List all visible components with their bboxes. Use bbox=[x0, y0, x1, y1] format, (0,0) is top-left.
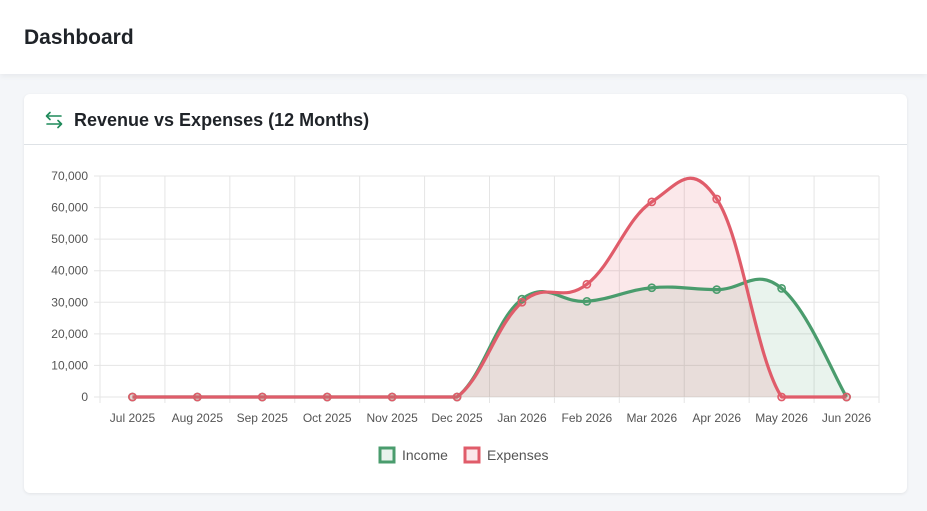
x-tick-label: Aug 2025 bbox=[172, 411, 224, 425]
page-title: Dashboard bbox=[24, 26, 134, 49]
x-tick-label: Jan 2026 bbox=[497, 411, 547, 425]
x-tick-label: Sep 2025 bbox=[237, 411, 289, 425]
income-point bbox=[712, 285, 722, 295]
expenses-point bbox=[452, 392, 462, 402]
x-tick-label: Nov 2025 bbox=[366, 411, 418, 425]
expenses-point bbox=[777, 392, 787, 402]
expenses-point bbox=[842, 392, 851, 402]
income-point bbox=[647, 283, 657, 293]
arrows-exchange-icon bbox=[44, 110, 64, 130]
expenses-point bbox=[517, 297, 527, 307]
y-tick-label: 20,000 bbox=[51, 327, 88, 341]
y-tick-label: 10,000 bbox=[51, 358, 88, 372]
chart-card: Revenue vs Expenses (12 Months) 70,000 60… bbox=[24, 94, 907, 493]
expenses-point bbox=[387, 392, 397, 402]
expenses-point bbox=[582, 279, 592, 289]
x-tick-label: Apr 2026 bbox=[692, 411, 741, 425]
expenses-legend-swatch bbox=[463, 446, 481, 464]
y-tick-label: 30,000 bbox=[51, 295, 88, 309]
x-tick-label: Oct 2025 bbox=[303, 411, 352, 425]
expenses-point bbox=[128, 392, 137, 402]
expenses-line bbox=[132, 176, 847, 399]
income-legend-label: Income bbox=[402, 447, 448, 463]
revenue-expenses-chart: 70,000 60,000 50,000 40,000 30,000 20,000 10,0… bbox=[51, 169, 880, 464]
expenses-point bbox=[322, 392, 332, 402]
x-tick-label: Feb 2026 bbox=[562, 411, 613, 425]
income-area bbox=[132, 279, 847, 397]
expenses-legend-label: Expenses bbox=[487, 447, 548, 463]
expenses-point bbox=[647, 197, 657, 207]
expenses-point bbox=[257, 392, 267, 402]
y-tick-label: 40,000 bbox=[51, 264, 88, 278]
expenses-point bbox=[192, 392, 202, 402]
y-tick-label: 0 bbox=[81, 390, 88, 404]
top-bar: Dashboard bbox=[0, 0, 927, 74]
income-point bbox=[777, 283, 787, 293]
x-tick-label: May 2026 bbox=[755, 411, 808, 425]
x-tick-label: Mar 2026 bbox=[626, 411, 677, 425]
y-tick-label: 70,000 bbox=[51, 169, 88, 183]
x-tick-label: Dec 2025 bbox=[431, 411, 483, 425]
income-point bbox=[582, 296, 592, 306]
card-header: Revenue vs Expenses (12 Months) bbox=[24, 94, 907, 145]
expenses-area bbox=[132, 178, 847, 397]
y-tick-label: 60,000 bbox=[51, 201, 88, 215]
income-legend-swatch bbox=[378, 446, 396, 464]
x-tick-label: Jul 2025 bbox=[110, 411, 156, 425]
expenses-point bbox=[712, 194, 722, 204]
x-tick-label: Jun 2026 bbox=[822, 411, 872, 425]
y-tick-label: 50,000 bbox=[51, 232, 88, 246]
card-title: Revenue vs Expenses (12 Months) bbox=[74, 110, 370, 130]
